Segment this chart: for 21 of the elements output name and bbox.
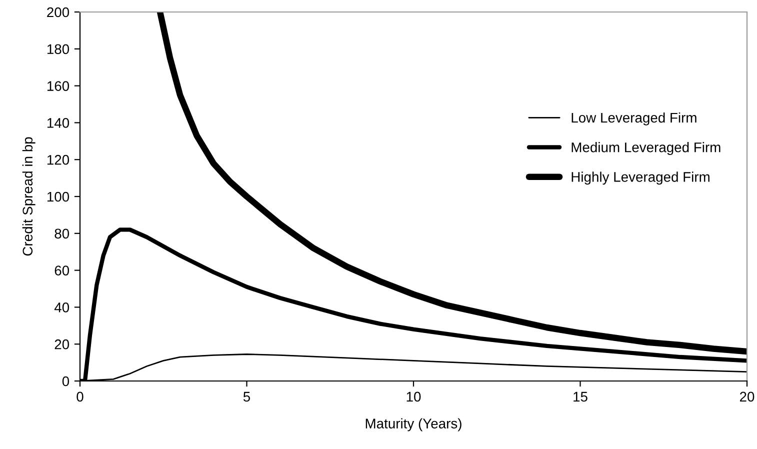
y-tick-label: 40 bbox=[54, 302, 70, 312]
x-tick-label: 20 bbox=[740, 392, 754, 402]
x-tick-label: 15 bbox=[574, 392, 588, 402]
x-tick-label: 10 bbox=[406, 392, 421, 402]
x-tick-label: 5 bbox=[243, 392, 250, 402]
y-tick-label: 120 bbox=[47, 154, 70, 165]
y-tick-label: 80 bbox=[54, 228, 70, 239]
legend-label: Medium Leveraged Firm bbox=[572, 142, 720, 156]
y-tick-label: 20 bbox=[54, 339, 70, 350]
legend-label: Highly Leveraged Firm bbox=[572, 172, 710, 185]
y-tick-label: 160 bbox=[47, 81, 70, 91]
y-tick-label: 140 bbox=[47, 118, 70, 128]
x-tick-label: 0 bbox=[76, 392, 84, 402]
y-tick-label: 0 bbox=[62, 376, 70, 386]
y-axis-title: Credit Spread in bp bbox=[22, 137, 36, 256]
x-axis-title: Maturity (Years) bbox=[366, 418, 462, 432]
legend-label: Low Leveraged Firm bbox=[572, 112, 696, 126]
y-tick-label: 200 bbox=[47, 7, 70, 18]
y-tick-label: 180 bbox=[47, 44, 70, 54]
y-tick-label: 60 bbox=[54, 266, 70, 276]
y-tick-label: 100 bbox=[47, 192, 70, 202]
